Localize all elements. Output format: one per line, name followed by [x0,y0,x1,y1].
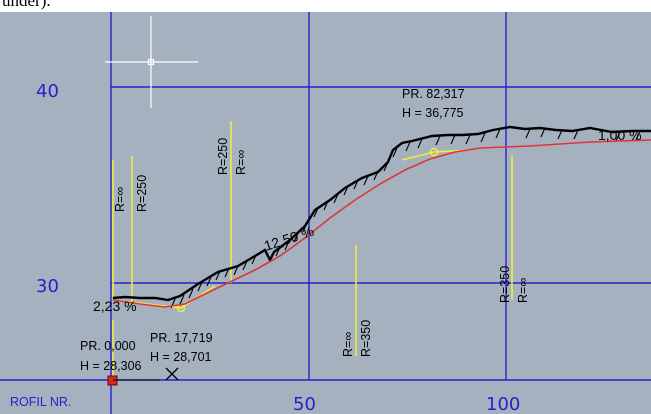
crosshair-cursor-icon [105,16,198,108]
station-2-pr: PR. 17,719 [150,331,213,345]
y-label-40: 40 [36,81,59,102]
x-label-50: 50 [293,394,316,414]
document-text-strip: under). [0,0,651,12]
y-label-30: 30 [36,276,59,297]
design-grade-line [112,139,651,308]
station-1-pr: PR. 0,000 [80,339,136,353]
top-text: under). [2,0,51,10]
row-label-profile-no: ROFIL NR. [10,395,71,409]
curve-label-2a: R=250 [216,138,230,175]
station-3-pr: PR. 82,317 [402,87,465,101]
grade-label-1: 2,23 % [93,298,137,314]
station-3-h: H = 36,775 [402,106,464,120]
station-2-cross-icon [165,367,179,381]
curve-label-4a: R=350 [498,266,512,303]
curve-label-2b: R=∞ [234,150,248,175]
vertical-curve-markers [112,121,513,380]
grid [0,12,651,414]
x-label-100: 100 [486,394,520,414]
curve-label-1a: R=∞ [113,187,127,212]
curve-point-2 [429,147,439,157]
curve-label-1b: R=250 [135,175,149,212]
station-2-h: H = 28,701 [150,350,212,364]
curve-label-3a: R=∞ [341,332,355,357]
cad-drawing-canvas[interactable]: 40 30 50 100 ROFIL NR. [0,12,651,414]
tangent-line-2 [401,149,471,161]
profile-drawing: 40 30 50 100 ROFIL NR. [0,12,651,414]
curve-label-4b: R=∞ [516,278,530,303]
station-1-h: H = 28,306 [80,359,142,373]
curve-label-3b: R=350 [359,320,373,357]
terrain-line [112,125,651,309]
grade-label-3: 1,00 % [598,127,642,143]
